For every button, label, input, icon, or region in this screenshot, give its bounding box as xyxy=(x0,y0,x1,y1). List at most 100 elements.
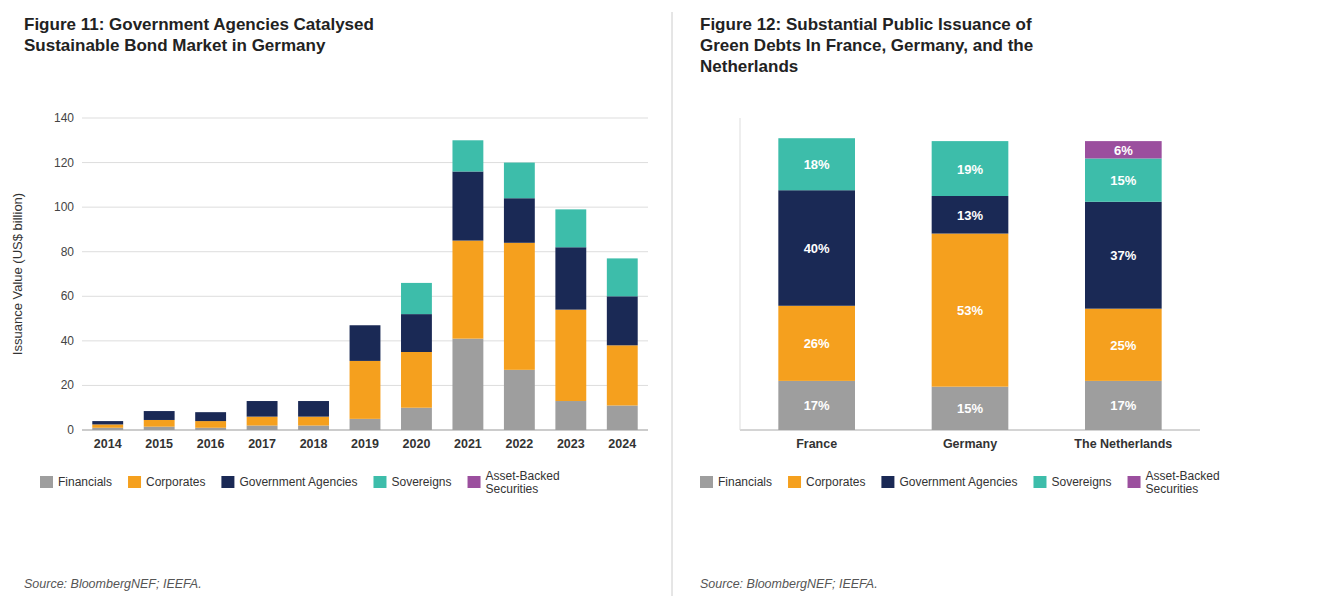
bar-segment xyxy=(247,401,278,417)
bar-segment xyxy=(1085,309,1162,381)
legend-swatch xyxy=(1033,476,1046,488)
bar-segment xyxy=(555,310,586,401)
background xyxy=(0,0,1338,608)
bar-segment xyxy=(555,401,586,430)
y-tick-label: 40 xyxy=(61,334,75,348)
data-label: 6% xyxy=(1114,143,1133,158)
bar-segment xyxy=(932,387,1009,430)
grid-line xyxy=(82,207,648,208)
bar-segment xyxy=(92,421,123,422)
bar-segment xyxy=(778,138,855,190)
bar-segment xyxy=(247,401,278,402)
legend-swatch xyxy=(700,476,713,488)
y-axis-line xyxy=(740,118,741,430)
bar-segment xyxy=(92,421,123,424)
bar-segment xyxy=(1085,202,1162,309)
bar-segment xyxy=(401,282,432,283)
bar-segment xyxy=(144,411,175,420)
x-tick-label: 2024 xyxy=(608,437,636,451)
x-tick-label: The Netherlands xyxy=(1074,437,1172,451)
bar-segment xyxy=(452,339,483,430)
bar-segment xyxy=(350,325,381,326)
bar-segment xyxy=(1085,141,1162,158)
legend-label: Government Agencies xyxy=(899,475,1017,489)
chart: Figure 12: Substantial Public Issuance o… xyxy=(700,15,1220,591)
bar-segment xyxy=(607,405,638,430)
y-axis-label: Issuance Value (US$ billion) xyxy=(10,193,25,355)
legend-label: Sovereigns xyxy=(391,475,451,489)
legend-swatch xyxy=(40,476,53,488)
bar-segment xyxy=(298,401,329,417)
bar-segment xyxy=(350,419,381,430)
bar-segment xyxy=(932,196,1009,234)
legend-swatch xyxy=(128,476,141,488)
data-label: 25% xyxy=(1110,338,1136,353)
bar-segment xyxy=(350,325,381,361)
bars xyxy=(778,138,1161,430)
legend: FinancialsCorporatesGovernment AgenciesS… xyxy=(40,469,560,496)
data-label: 15% xyxy=(1110,173,1136,188)
bar-segment xyxy=(1085,158,1162,201)
x-tick-label: Germany xyxy=(943,437,997,451)
bar-segment xyxy=(932,234,1009,387)
bar-segment xyxy=(607,345,638,405)
bar-segment xyxy=(778,381,855,430)
data-label: 19% xyxy=(957,162,983,177)
data-label: 37% xyxy=(1110,248,1136,263)
bar-segment xyxy=(298,401,329,402)
bar-segment xyxy=(932,141,1009,142)
bar-segment xyxy=(504,163,535,199)
bars xyxy=(92,140,637,430)
data-label: 18% xyxy=(804,157,830,172)
figure: Figure 11: Government Agencies Catalysed… xyxy=(0,0,1338,608)
bar-segment xyxy=(778,138,855,139)
legend-swatch xyxy=(788,476,801,488)
bar-segment xyxy=(144,427,175,430)
y-tick-label: 100 xyxy=(54,200,74,214)
x-tick-label: 2017 xyxy=(248,437,276,451)
legend-swatch xyxy=(1128,476,1141,488)
data-label: 40% xyxy=(804,241,830,256)
title: Figure 11: Government Agencies Catalysed… xyxy=(24,15,374,55)
bar-segment xyxy=(247,401,278,402)
legend-swatch xyxy=(373,476,386,488)
bar-segment xyxy=(452,140,483,171)
bar-segment xyxy=(195,412,226,413)
bar-segment xyxy=(607,296,638,345)
x-tick-label: 2018 xyxy=(300,437,328,451)
chart: Figure 11: Government Agencies Catalysed… xyxy=(10,15,648,591)
legend-label: Government Agencies xyxy=(239,475,357,489)
x-tick-label: 2014 xyxy=(94,437,122,451)
data-label: 17% xyxy=(804,398,830,413)
x-tick-label: 2015 xyxy=(145,437,173,451)
bar-segment xyxy=(504,243,535,370)
bar-segment xyxy=(247,417,278,426)
y-tick-label: 140 xyxy=(54,111,74,125)
x-tick-label: 2023 xyxy=(557,437,585,451)
bar-segment xyxy=(452,171,483,240)
y-tick-label: 60 xyxy=(61,289,75,303)
legend-label: Asset-BackedSecurities xyxy=(486,469,560,496)
bar-segment xyxy=(247,426,278,430)
legend-label: Financials xyxy=(58,475,112,489)
bar-segment xyxy=(401,352,432,408)
bar-segment xyxy=(350,325,381,326)
bar-segment xyxy=(607,258,638,259)
y-tick-label: 80 xyxy=(61,245,75,259)
bar-segment xyxy=(607,258,638,296)
bar-segment xyxy=(401,314,432,352)
data-label: 15% xyxy=(957,401,983,416)
bar-segment xyxy=(504,370,535,430)
bar-segment xyxy=(504,198,535,243)
bar-segment xyxy=(555,247,586,309)
data-labels: 17%15%17%26%53%25%40%13%37%18%19%15%6% xyxy=(804,143,1137,417)
bar-segment xyxy=(932,141,1009,196)
x-tick-label: 2019 xyxy=(351,437,379,451)
bar-segment xyxy=(298,417,329,426)
bar-segment xyxy=(401,283,432,314)
source-note: Source: BloombergNEF; IEEFA. xyxy=(700,577,878,591)
bar-segment xyxy=(555,209,586,210)
grid-line xyxy=(82,162,648,163)
bar-segment xyxy=(195,421,226,428)
source-note: Source: BloombergNEF; IEEFA. xyxy=(24,577,202,591)
